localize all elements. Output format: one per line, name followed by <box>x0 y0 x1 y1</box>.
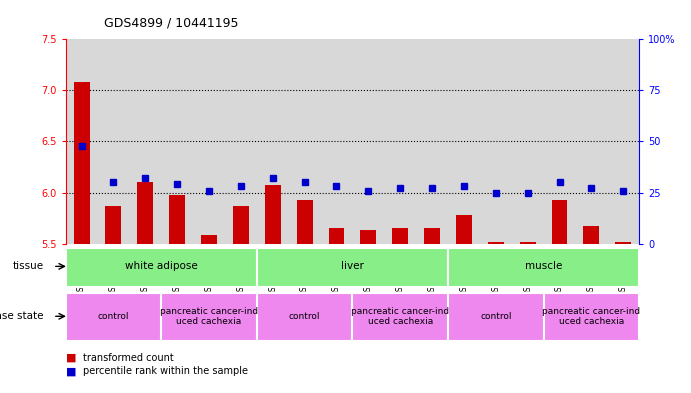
Text: pancreatic cancer-ind
uced cachexia: pancreatic cancer-ind uced cachexia <box>542 307 641 326</box>
Bar <box>233 206 249 244</box>
Bar <box>257 39 289 244</box>
Text: control: control <box>480 312 511 321</box>
Bar <box>392 228 408 244</box>
Bar <box>257 294 352 341</box>
Bar <box>296 200 312 244</box>
Bar <box>520 242 536 244</box>
Bar <box>583 226 599 244</box>
Text: percentile rank within the sample: percentile rank within the sample <box>83 366 248 376</box>
Bar <box>169 195 185 244</box>
Bar <box>129 39 161 244</box>
Text: GDS4899 / 10441195: GDS4899 / 10441195 <box>104 17 238 29</box>
Bar <box>607 39 639 244</box>
Text: tissue: tissue <box>12 261 44 272</box>
Bar <box>193 39 225 244</box>
Bar <box>161 294 257 341</box>
Bar <box>321 39 352 244</box>
Text: liver: liver <box>341 261 364 272</box>
Text: ■: ■ <box>66 353 76 363</box>
Bar <box>201 235 217 244</box>
Bar <box>448 294 544 341</box>
Bar <box>448 39 480 244</box>
Bar <box>66 39 97 244</box>
Bar <box>456 215 472 244</box>
Bar <box>66 294 161 341</box>
Bar <box>424 228 440 244</box>
Bar <box>615 242 631 244</box>
Bar <box>361 230 377 244</box>
Bar <box>448 248 639 286</box>
Bar <box>257 248 448 286</box>
Text: control: control <box>97 312 129 321</box>
Bar <box>161 39 193 244</box>
Bar <box>106 206 122 244</box>
Bar <box>544 39 576 244</box>
Bar <box>512 39 544 244</box>
Bar <box>138 182 153 244</box>
Bar <box>265 185 281 244</box>
Text: white adipose: white adipose <box>125 261 198 272</box>
Bar <box>225 39 257 244</box>
Text: disease state: disease state <box>0 311 44 321</box>
Bar <box>352 294 448 341</box>
Bar <box>97 39 129 244</box>
Bar <box>328 228 344 244</box>
Bar <box>488 242 504 244</box>
Bar <box>551 200 567 244</box>
Text: pancreatic cancer-ind
uced cachexia: pancreatic cancer-ind uced cachexia <box>160 307 258 326</box>
Text: ■: ■ <box>66 366 76 376</box>
Bar <box>576 39 607 244</box>
Bar <box>416 39 448 244</box>
Bar <box>384 39 416 244</box>
Bar <box>480 39 512 244</box>
Text: pancreatic cancer-ind
uced cachexia: pancreatic cancer-ind uced cachexia <box>351 307 449 326</box>
Bar <box>352 39 384 244</box>
Bar <box>74 82 90 244</box>
Text: control: control <box>289 312 321 321</box>
Bar <box>289 39 321 244</box>
Text: transformed count: transformed count <box>83 353 173 363</box>
Bar <box>66 248 257 286</box>
Bar <box>544 294 639 341</box>
Text: muscle: muscle <box>525 261 562 272</box>
